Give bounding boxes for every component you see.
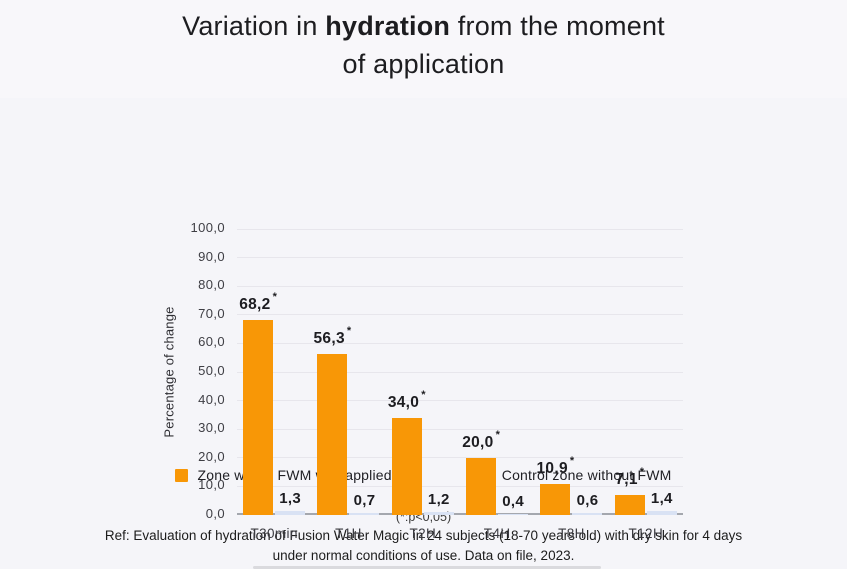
footnote-ref-line-2: under normal conditions of use. Data on … <box>272 548 575 563</box>
y-tick-label: 0,0 <box>205 506 225 521</box>
control-value-label: 1,2 <box>427 490 450 508</box>
gridline <box>237 371 683 373</box>
bar-group-T1H: 56,3 * 0,7 T1H <box>311 229 385 541</box>
bar-value-label: 7,1 * <box>615 465 645 488</box>
title-part-1: Variation in <box>182 11 326 41</box>
y-tick-label: 50,0 <box>198 363 225 378</box>
control-value-label: 1,4 <box>650 490 673 507</box>
significance-asterisk: * <box>421 388 426 401</box>
bar-value-label: 68,2 * <box>239 290 278 313</box>
bar-value-label: 10,9 * <box>536 454 575 477</box>
bar-control <box>275 511 306 515</box>
bar-value-label: 56,3 * <box>313 324 352 347</box>
page-title: Variation in hydration from the moment of… <box>0 0 847 83</box>
significance-asterisk: * <box>639 465 645 478</box>
bar-control <box>423 511 454 515</box>
bar-group-T30min: 68,2 * 1,3 T30min <box>237 229 311 541</box>
gridline <box>237 285 683 287</box>
bar-control <box>498 513 529 515</box>
bar-fwm <box>614 494 645 515</box>
control-value-label: 1,3 <box>279 490 302 508</box>
bar-group-T4H: 20,0 * 0,4 T4H <box>460 229 534 541</box>
control-value-label: 0,4 <box>502 492 525 510</box>
y-tick-label: 60,0 <box>198 334 225 350</box>
plot-area: 0,0 10,0 20,0 30,0 40,0 50,0 60,0 70,0 80,0 90,0 1… <box>190 220 683 541</box>
legend-label-control: Control zone without FWM <box>501 467 672 483</box>
x-tick-label: T30min <box>250 526 298 541</box>
title-line-2: of application <box>342 49 505 79</box>
gridline <box>237 228 683 230</box>
control-value-label: 0,7 <box>353 492 376 509</box>
x-tick-label: T12H <box>628 526 664 541</box>
bar-fwm <box>317 353 348 515</box>
bottom-edge-line <box>253 566 601 569</box>
bar-chart: Percentage of change 0,0 10,0 20,0 30,0 40,0… <box>0 98 847 541</box>
bar-group-T8H: 10,9 * 0,6 T8H <box>534 229 608 541</box>
gridline <box>237 257 683 259</box>
x-tick-label: T2H <box>409 526 437 541</box>
gridline <box>237 485 683 487</box>
y-tick-label: 90,0 <box>198 248 225 264</box>
title-part-2: from the moment <box>450 11 665 41</box>
bar-value-label: 34,0 * <box>387 388 426 411</box>
control-value-label: 0,6 <box>576 492 599 510</box>
bar-control <box>349 513 380 515</box>
x-tick-label: T8H <box>558 526 585 541</box>
bar-fwm <box>391 417 422 515</box>
bar-value-label: 20,0 * <box>462 428 501 451</box>
y-tick-label: 40,0 <box>198 391 225 407</box>
bar-fwm <box>540 483 571 515</box>
significance-asterisk: * <box>346 324 352 337</box>
x-axis-baseline <box>237 513 683 515</box>
gridline <box>237 400 683 402</box>
bar-group-T12H: 7,1 * 1,4 T12H <box>609 229 683 541</box>
x-tick-label: T4H <box>483 526 511 541</box>
footnote-ref-line-1: Ref: Evaluation of hydration of Fusion W… <box>104 528 743 543</box>
bar-fwm <box>466 457 497 515</box>
title-band: Variation in hydration from the moment of… <box>0 0 847 98</box>
significance-asterisk: * <box>569 454 575 467</box>
significance-asterisk: * <box>495 428 501 441</box>
gridline <box>237 342 683 344</box>
x-tick-label: T1H <box>335 526 362 541</box>
gridline <box>237 457 683 459</box>
y-tick-label: 80,0 <box>198 277 225 293</box>
bar-group-T2H: 34,0 * 1,2 T2H <box>386 229 460 541</box>
y-tick-label: 10,0 <box>198 477 225 493</box>
footnotes: (*:p<0,05) Ref: Evaluation of hydration … <box>0 509 847 566</box>
y-tick-label: 30,0 <box>198 420 225 436</box>
y-tick-label: 70,0 <box>198 305 225 321</box>
significance-asterisk: * <box>272 290 278 303</box>
bar-fwm <box>243 319 274 515</box>
gridline <box>237 428 683 430</box>
gridline <box>237 314 683 316</box>
bar-control <box>646 511 677 515</box>
y-tick-label: 20,0 <box>198 448 225 464</box>
bar-control <box>572 513 603 515</box>
title-word-bold: hydration <box>325 11 451 41</box>
y-tick-label: 100,0 <box>190 220 225 235</box>
legend-swatch-fwm <box>175 468 189 482</box>
